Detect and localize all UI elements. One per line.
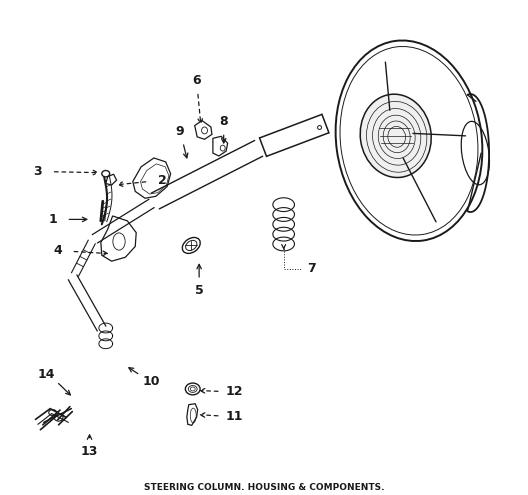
Text: 7: 7 — [307, 262, 316, 275]
Text: 13: 13 — [81, 445, 98, 458]
Text: 3: 3 — [34, 165, 42, 178]
Text: 10: 10 — [143, 375, 161, 388]
Text: 2: 2 — [158, 174, 166, 187]
Text: 14: 14 — [38, 368, 55, 381]
Text: 5: 5 — [195, 284, 203, 297]
Text: STEERING COLUMN. HOUSING & COMPONENTS.: STEERING COLUMN. HOUSING & COMPONENTS. — [144, 483, 384, 493]
Text: 1: 1 — [48, 213, 57, 226]
Ellipse shape — [360, 94, 431, 178]
Text: 4: 4 — [53, 244, 62, 257]
Text: 9: 9 — [175, 125, 184, 138]
Text: 11: 11 — [226, 410, 243, 423]
Text: 8: 8 — [220, 115, 228, 128]
Text: 12: 12 — [226, 385, 243, 398]
Text: 6: 6 — [192, 74, 201, 87]
